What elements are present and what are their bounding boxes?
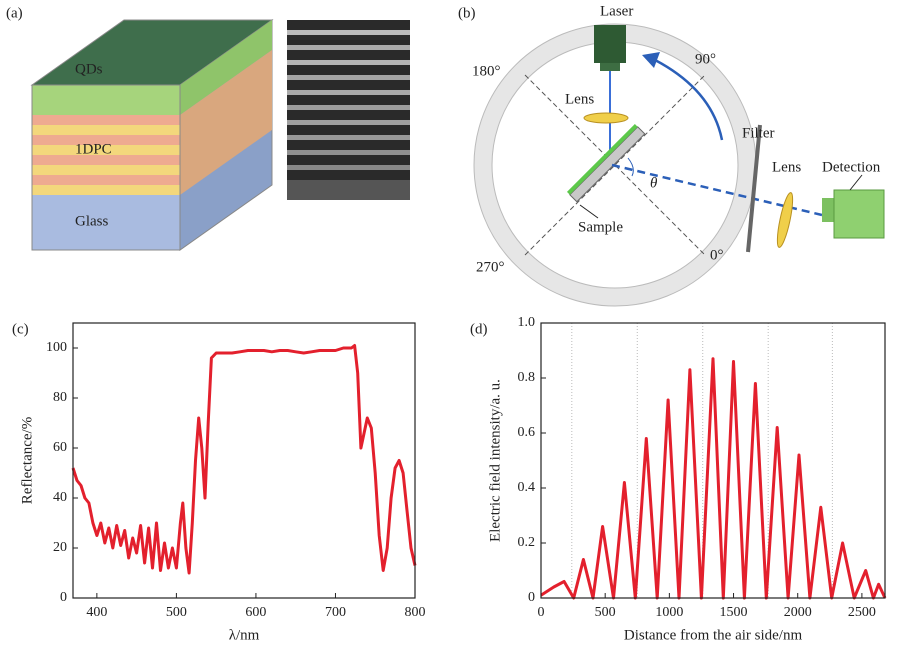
x-tick-label: 0 (538, 605, 545, 620)
x-axis-label: Distance from the air side/nm (624, 627, 803, 643)
panel-label: (a) (6, 5, 23, 21)
layer-label: 1DPC (75, 141, 112, 157)
y-tick-label: 0 (528, 590, 535, 605)
setup-label: Lens (772, 159, 801, 175)
y-tick-label: 0.6 (518, 425, 536, 440)
x-tick-label: 400 (86, 605, 107, 620)
angle-label: θ (650, 175, 658, 191)
y-tick-label: 0.2 (518, 535, 536, 550)
x-tick-label: 1500 (720, 605, 748, 620)
y-tick-label: 0 (60, 590, 67, 605)
layer-label: Glass (75, 213, 108, 229)
y-tick-label: 20 (53, 540, 67, 555)
layer-label: QDs (75, 61, 103, 77)
x-tick-label: 500 (166, 605, 187, 620)
data-line (71, 344, 417, 575)
x-axis-label: λ/nm (229, 627, 260, 643)
data-line (540, 357, 887, 600)
x-tick-label: 1000 (655, 605, 683, 620)
degree-label: 270° (476, 259, 505, 275)
setup-label: Filter (742, 125, 775, 141)
y-tick-label: 40 (53, 490, 67, 505)
x-tick-label: 600 (245, 605, 266, 620)
stack-diagram (30, 19, 274, 251)
sem-image (287, 20, 410, 200)
plot-frame (540, 322, 886, 599)
y-tick-label: 0.8 (518, 370, 536, 385)
panel-label: (b) (458, 5, 476, 21)
setup-diagram (473, 23, 885, 307)
y-axis-label: Electric field intensity/a. u. (487, 379, 503, 542)
setup-label: Lens (565, 91, 594, 107)
y-tick-label: 60 (53, 440, 67, 455)
setup-label: Detection (822, 159, 881, 175)
x-tick-label: 2000 (784, 605, 812, 620)
x-tick-label: 800 (405, 605, 426, 620)
y-axis-label: Reflectance/% (19, 417, 35, 504)
x-tick-label: 700 (325, 605, 346, 620)
panel-label: (c) (12, 321, 29, 337)
degree-label: 180° (472, 63, 501, 79)
x-tick-label: 2500 (848, 605, 876, 620)
x-tick-label: 500 (595, 605, 616, 620)
y-tick-label: 100 (46, 340, 67, 355)
y-tick-label: 1.0 (518, 315, 536, 330)
y-tick-label: 80 (53, 390, 67, 405)
setup-label: Laser (600, 3, 633, 19)
plot-frame (72, 322, 416, 599)
y-tick-label: 0.4 (518, 480, 536, 495)
degree-label: 0° (710, 247, 724, 263)
panel-label: (d) (470, 321, 488, 337)
degree-label: 90° (695, 51, 716, 67)
setup-label: Sample (578, 219, 623, 235)
